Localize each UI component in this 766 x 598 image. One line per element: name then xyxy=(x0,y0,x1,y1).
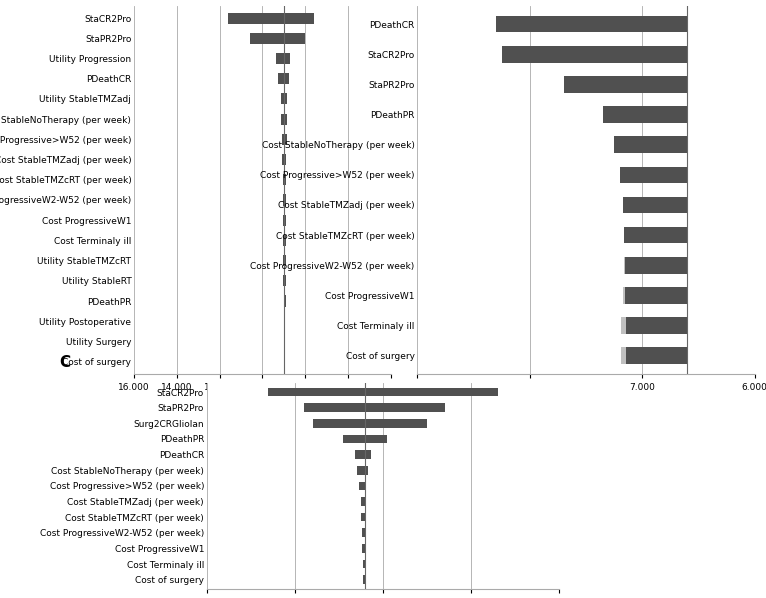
Bar xyxy=(283,255,286,266)
Bar xyxy=(343,435,388,443)
Bar xyxy=(280,93,283,105)
Bar xyxy=(365,388,498,396)
Bar xyxy=(283,114,286,125)
Bar xyxy=(313,419,365,428)
Bar xyxy=(278,73,289,84)
Bar xyxy=(283,336,286,347)
Bar xyxy=(303,404,444,412)
Bar xyxy=(283,53,290,64)
Bar xyxy=(359,481,365,490)
Bar xyxy=(283,13,313,24)
Bar xyxy=(277,53,290,64)
Bar xyxy=(281,114,286,125)
Bar xyxy=(283,154,286,165)
Bar xyxy=(496,16,687,32)
Bar xyxy=(283,316,286,327)
Bar xyxy=(502,46,676,63)
Bar xyxy=(496,16,676,32)
Bar xyxy=(624,257,625,273)
Bar xyxy=(624,227,687,243)
Bar xyxy=(280,93,287,105)
Bar xyxy=(283,316,286,327)
Bar xyxy=(343,435,365,443)
Bar xyxy=(603,106,687,123)
Bar xyxy=(625,257,687,273)
Bar xyxy=(283,174,286,185)
Bar xyxy=(355,450,371,459)
Bar xyxy=(363,575,365,584)
Bar xyxy=(283,336,286,347)
Bar xyxy=(603,106,648,123)
Bar xyxy=(623,197,627,213)
Bar xyxy=(283,215,286,225)
Bar xyxy=(362,513,365,521)
Bar xyxy=(278,73,283,84)
Bar xyxy=(362,544,365,553)
Bar xyxy=(250,33,305,44)
Bar xyxy=(283,215,286,225)
Bar xyxy=(502,46,687,63)
Bar xyxy=(623,287,625,304)
Bar xyxy=(283,235,286,246)
Bar xyxy=(361,497,365,506)
Bar xyxy=(359,481,366,490)
Bar xyxy=(358,466,368,475)
Bar xyxy=(564,76,665,93)
Bar xyxy=(365,419,427,428)
Bar xyxy=(362,529,364,537)
Bar xyxy=(621,317,626,334)
Bar xyxy=(283,134,286,145)
Bar xyxy=(627,347,687,364)
Bar xyxy=(283,275,286,286)
Bar xyxy=(614,136,637,153)
Bar xyxy=(362,513,365,521)
Bar xyxy=(283,154,286,165)
Bar xyxy=(358,466,365,475)
Bar xyxy=(365,404,444,412)
Bar xyxy=(313,419,427,428)
Bar xyxy=(365,466,368,475)
Bar xyxy=(363,560,365,568)
Bar xyxy=(361,497,365,506)
Bar xyxy=(283,356,285,367)
Bar xyxy=(277,53,283,64)
Bar xyxy=(620,166,687,183)
Bar xyxy=(284,356,285,367)
Bar xyxy=(620,347,627,364)
Text: C: C xyxy=(59,355,70,370)
Bar xyxy=(283,73,289,84)
Bar xyxy=(355,450,365,459)
Bar xyxy=(283,194,286,206)
Bar xyxy=(250,33,283,44)
Bar xyxy=(283,93,287,105)
Bar xyxy=(564,76,687,93)
Bar xyxy=(228,13,313,24)
Bar xyxy=(626,317,687,334)
Bar xyxy=(283,295,286,307)
Bar xyxy=(362,544,364,553)
Bar xyxy=(282,134,286,145)
Bar xyxy=(283,295,286,307)
Bar xyxy=(281,114,283,125)
Bar xyxy=(283,194,286,206)
Bar xyxy=(365,481,366,490)
Bar xyxy=(620,166,631,183)
Bar xyxy=(268,388,497,396)
Bar xyxy=(268,388,365,396)
Bar xyxy=(283,235,286,246)
Bar xyxy=(283,255,286,266)
Bar xyxy=(283,174,286,185)
Bar xyxy=(283,33,305,44)
Bar xyxy=(624,227,625,243)
Bar xyxy=(283,275,286,286)
Bar xyxy=(362,529,365,537)
Bar xyxy=(303,404,365,412)
Bar xyxy=(365,435,388,443)
Bar xyxy=(228,13,283,24)
Bar xyxy=(282,134,283,145)
Bar xyxy=(365,450,371,459)
Bar xyxy=(614,136,687,153)
Bar xyxy=(623,197,687,213)
Bar xyxy=(625,287,687,304)
